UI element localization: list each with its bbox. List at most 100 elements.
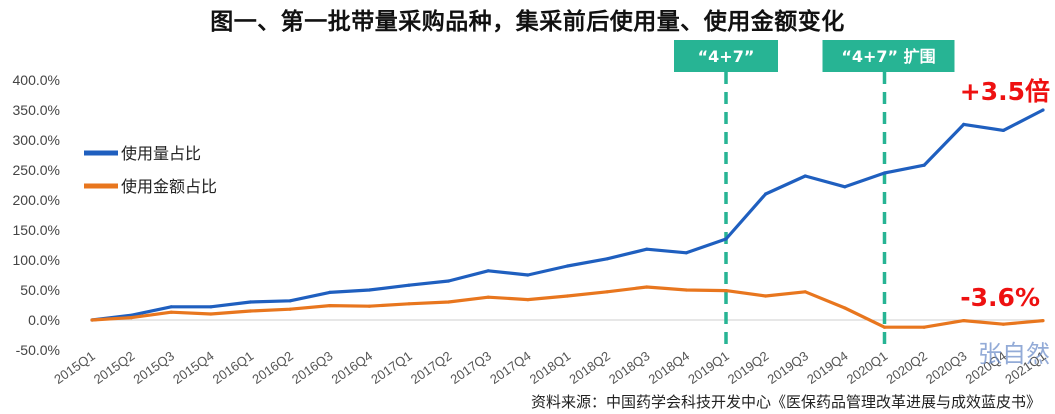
data-point (764, 192, 768, 196)
x-tick-label: 2020Q1 (844, 348, 891, 387)
x-tick-label: 2015Q2 (91, 348, 138, 387)
data-point (407, 283, 411, 287)
data-point (90, 318, 94, 322)
data-point (962, 122, 966, 126)
data-point (724, 237, 728, 241)
y-tick-label: 300.0% (13, 132, 60, 148)
y-tick-label: 400.0% (13, 72, 60, 88)
data-point (248, 309, 253, 313)
x-tick-label: 2019Q3 (764, 348, 811, 387)
x-tick-label: 2018Q2 (566, 348, 613, 387)
annotation-amount: -3.6% (960, 283, 1040, 312)
policy-markers: “4+7” “4+7” 扩围 (674, 40, 955, 350)
data-point (882, 325, 887, 329)
y-tick-label: 100.0% (13, 252, 60, 268)
data-point (407, 302, 411, 306)
x-tick-label: 2015Q4 (170, 348, 217, 387)
annotations: +3.5倍 -3.6% (960, 77, 1050, 312)
data-point (764, 294, 768, 298)
policy-marker-bg (674, 40, 778, 72)
y-tick-label: 200.0% (13, 192, 60, 208)
data-point (1001, 322, 1005, 326)
y-tick-label: 250.0% (13, 162, 60, 178)
x-tick-label: 2016Q3 (289, 348, 336, 387)
x-tick-label: 2019Q4 (804, 348, 851, 387)
policy-marker-box: “4+7” 扩围 (822, 40, 955, 72)
x-tick-label: 2020Q3 (923, 348, 970, 387)
data-point (486, 269, 490, 273)
data-point (209, 305, 213, 309)
data-point (803, 174, 807, 178)
data-point (486, 295, 490, 299)
data-point (447, 279, 451, 283)
data-point (922, 325, 926, 329)
policy-marker-label: “4+7” 扩围 (841, 47, 935, 66)
chart-title: 图一、第一批带量采购品种，集采前后使用量、使用金额变化 (210, 9, 845, 35)
data-point (882, 171, 887, 175)
legend-label: 使用量占比 (121, 144, 201, 163)
data-point (565, 294, 570, 298)
watermark-text: 张自然 (978, 340, 1050, 368)
policy-marker-label: “4+7” (698, 47, 755, 66)
x-tick-label: 2016Q1 (210, 348, 257, 387)
data-point (447, 300, 451, 304)
x-tick-label: 2015Q3 (130, 348, 177, 387)
y-tick-label: 150.0% (13, 222, 60, 238)
series-lines (90, 108, 1045, 329)
x-tick-label: 2020Q2 (883, 348, 930, 387)
data-point (962, 319, 966, 323)
data-point (248, 300, 253, 304)
data-point (526, 273, 530, 277)
x-tick-label: 2019Q2 (725, 348, 772, 387)
x-tick-label: 2017Q2 (408, 348, 455, 387)
data-point (843, 306, 847, 310)
data-point (684, 288, 688, 292)
x-tick-label: 2017Q3 (447, 348, 494, 387)
x-tick-label: 2016Q2 (249, 348, 296, 387)
y-axis: -50.0% 0.0% 50.0% 100.0% 150.0% 200.0% 250.0% 3… (13, 72, 60, 358)
y-tick-label: 50.0% (20, 282, 60, 298)
legend-label: 使用金额占比 (121, 177, 217, 196)
data-point (288, 307, 292, 311)
data-point (645, 247, 649, 251)
data-point (288, 299, 292, 303)
data-point (605, 257, 609, 261)
data-point (130, 316, 134, 320)
data-point (922, 163, 926, 167)
source-note: 资料来源：中国药学会科技开发中心《医保药品管理改革进展与成效蓝皮书》 (530, 393, 1041, 411)
series-line-amount (91, 285, 1044, 329)
data-point (367, 288, 371, 292)
data-point (645, 285, 649, 289)
data-point (367, 304, 371, 308)
data-point (169, 310, 173, 314)
data-point (605, 290, 609, 294)
data-point (1041, 319, 1045, 323)
data-point (209, 312, 213, 316)
data-point (565, 264, 570, 268)
watermark: 张自然 (978, 340, 1050, 368)
x-tick-label: 2019Q1 (685, 348, 732, 387)
x-tick-label: 2016Q4 (329, 348, 376, 387)
data-point (684, 251, 688, 255)
data-point (1001, 128, 1005, 132)
data-point (328, 304, 332, 308)
x-tick-label: 2017Q4 (487, 348, 534, 387)
y-tick-label: 0.0% (28, 312, 60, 328)
y-tick-label: -50.0% (16, 342, 60, 358)
series-line-usage (91, 108, 1044, 322)
x-tick-label: 2017Q1 (368, 348, 415, 387)
data-point (1041, 108, 1045, 112)
policy-marker-box: “4+7” (674, 40, 778, 72)
data-point (724, 289, 728, 293)
data-point (843, 185, 847, 189)
x-tick-label: 2018Q3 (606, 348, 653, 387)
policy-marker-bg (822, 40, 955, 72)
x-axis: 2015Q12015Q22015Q32015Q42016Q12016Q22016… (51, 319, 1049, 387)
data-point (169, 305, 173, 309)
x-tick-label: 2018Q4 (646, 348, 693, 387)
annotation-usage: +3.5倍 (960, 77, 1050, 106)
data-point (526, 298, 530, 302)
y-tick-label: 350.0% (13, 102, 60, 118)
